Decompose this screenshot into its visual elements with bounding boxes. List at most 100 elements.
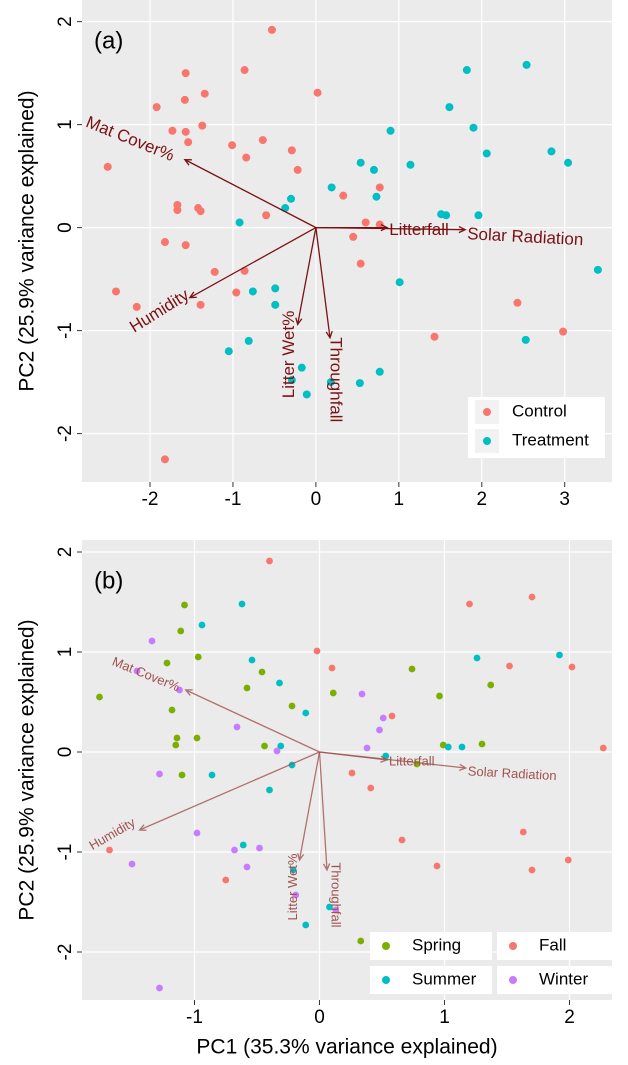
point xyxy=(180,95,189,104)
point xyxy=(339,191,348,200)
loading-arrow xyxy=(319,751,468,771)
point xyxy=(289,866,297,874)
point xyxy=(473,654,481,662)
loading-label: Solar Radiation xyxy=(467,763,557,783)
x-tick-label: -1 xyxy=(225,489,242,510)
point xyxy=(349,232,358,241)
point xyxy=(379,714,387,722)
point xyxy=(128,860,136,868)
point xyxy=(388,712,396,720)
panel-label: (a) xyxy=(94,27,123,54)
point xyxy=(469,123,478,132)
point xyxy=(328,664,336,672)
point xyxy=(194,653,202,661)
point xyxy=(433,862,441,870)
legend-dot xyxy=(382,942,390,950)
point xyxy=(386,126,395,135)
point xyxy=(302,709,310,717)
point xyxy=(593,265,602,274)
point xyxy=(181,241,190,250)
point xyxy=(168,126,177,135)
legend-dot xyxy=(382,976,390,984)
point xyxy=(564,158,573,167)
point xyxy=(181,601,188,609)
legend-label: Treatment xyxy=(512,430,589,449)
point xyxy=(361,218,370,227)
point xyxy=(181,69,190,78)
y-axis-title: PC2 (25.9% variance explained) xyxy=(16,619,39,920)
point xyxy=(271,284,280,293)
point xyxy=(287,376,296,385)
point xyxy=(181,127,190,136)
point xyxy=(193,829,201,837)
point xyxy=(210,267,219,276)
loading-arrow xyxy=(315,225,467,234)
point xyxy=(193,734,201,742)
point xyxy=(239,841,247,849)
point xyxy=(288,702,296,710)
point xyxy=(313,647,321,655)
point xyxy=(240,66,249,75)
x-tick-label: 1 xyxy=(439,1007,450,1028)
y-axis-title: PC2 (25.9% variance explained) xyxy=(16,90,39,391)
point xyxy=(506,662,513,670)
point xyxy=(430,332,439,341)
point xyxy=(243,684,251,692)
point xyxy=(233,723,241,731)
point xyxy=(556,651,563,659)
point xyxy=(466,600,473,608)
x-tick-label: -1 xyxy=(186,1007,203,1028)
point xyxy=(332,906,340,914)
point xyxy=(232,288,241,297)
point xyxy=(398,836,406,844)
legend-label: Winter xyxy=(539,969,588,988)
legend-box xyxy=(497,966,619,994)
x-tick-label: 3 xyxy=(559,489,570,510)
point xyxy=(297,363,306,372)
legend-box xyxy=(370,966,492,994)
point xyxy=(442,211,451,220)
loading-arrow xyxy=(184,689,320,753)
point xyxy=(242,153,251,162)
panel-label: (b) xyxy=(94,567,123,594)
point xyxy=(482,149,491,158)
point xyxy=(267,25,276,34)
point xyxy=(266,557,273,565)
point xyxy=(363,744,371,752)
x-tick-label: 0 xyxy=(314,1007,325,1028)
y-tick-label: 1 xyxy=(55,119,76,130)
loading-arrow xyxy=(188,227,317,299)
point xyxy=(262,211,271,220)
loading-arrow xyxy=(297,751,321,862)
point xyxy=(103,162,112,171)
point xyxy=(133,667,141,675)
point xyxy=(222,876,230,884)
y-tick-label: -2 xyxy=(55,944,76,961)
x-tick-label: -2 xyxy=(142,489,159,510)
x-tick-label: 2 xyxy=(564,1007,575,1028)
point xyxy=(444,743,452,751)
legend-box xyxy=(370,932,492,960)
point xyxy=(172,741,180,749)
loading-arrow xyxy=(138,751,320,831)
point xyxy=(168,706,176,714)
plot-background xyxy=(82,540,612,1000)
point xyxy=(356,259,365,268)
point xyxy=(462,66,471,75)
point xyxy=(238,600,246,608)
point xyxy=(198,121,207,130)
loading-label: Throughfall xyxy=(329,862,344,927)
y-tick-label: -1 xyxy=(55,322,76,339)
point xyxy=(196,300,205,309)
point xyxy=(258,136,267,145)
legend-dot xyxy=(483,408,491,416)
point xyxy=(375,220,384,229)
point xyxy=(369,165,378,174)
x-axis-title: PC1 (35.3% variance explained) xyxy=(196,1036,497,1059)
point xyxy=(256,844,263,852)
point xyxy=(152,103,161,112)
point xyxy=(208,771,216,779)
y-tick-label: 2 xyxy=(55,16,76,27)
point xyxy=(273,747,281,755)
